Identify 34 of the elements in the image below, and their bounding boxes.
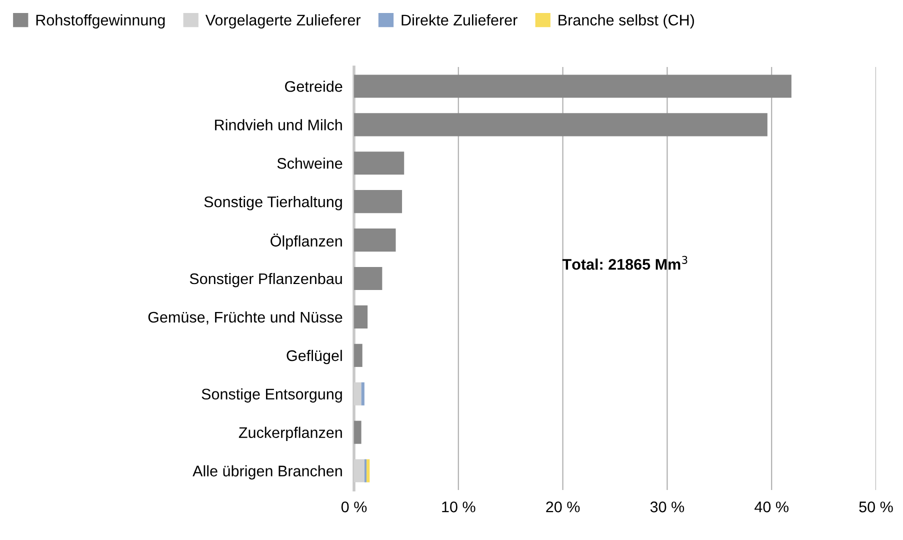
bar [354, 152, 404, 175]
y-tick-label: Zuckerpflanzen [238, 426, 342, 442]
y-tick-label: Sonstiger Pflanzenbau [190, 272, 342, 288]
x-tick-label: 10 % [442, 502, 476, 512]
bar [354, 305, 368, 328]
x-tick-label: 0 % [341, 502, 367, 512]
bar [354, 266, 382, 290]
bar [366, 459, 370, 482]
y-tick-label: Rindvieh und Milch [215, 119, 342, 130]
legend-label: Direkte Zulieferer [402, 14, 518, 26]
bar [354, 420, 362, 444]
y-tick-label: Alle übrigen Branchen [192, 465, 342, 480]
bar [364, 459, 367, 482]
y-tick-label: Getreide [285, 80, 342, 92]
legend-label: Vorgelagerte Zulieferer [205, 14, 361, 29]
y-tick-label: Geflügel [286, 350, 342, 364]
bar [361, 382, 364, 406]
bar [354, 113, 768, 136]
x-tick-label: 50 % [859, 502, 893, 512]
x-tick-label: 40 % [754, 502, 788, 512]
annotation: Total: 21865 Mm$^{3}$ [562, 256, 688, 270]
y-tick-label: Sonstige Entsorgung [202, 388, 342, 403]
y-tick-label: Gemüse, Früchte und Nüsse [148, 311, 342, 324]
x-tick-label: 30 % [650, 502, 684, 512]
y-tick-label: Schweine [277, 158, 342, 169]
bar [354, 74, 792, 98]
bar [354, 344, 362, 367]
bar [354, 190, 402, 214]
y-tick-label: Ölpflanzen [270, 234, 342, 250]
legend-label: Rohstoffgewinnung [36, 14, 165, 29]
x-tick-label: 20 % [546, 502, 580, 512]
y-tick-label: Sonstige Tierhaltung [204, 196, 342, 210]
bar [354, 228, 396, 252]
legend-label: Branche selbst (CH) [558, 14, 694, 29]
